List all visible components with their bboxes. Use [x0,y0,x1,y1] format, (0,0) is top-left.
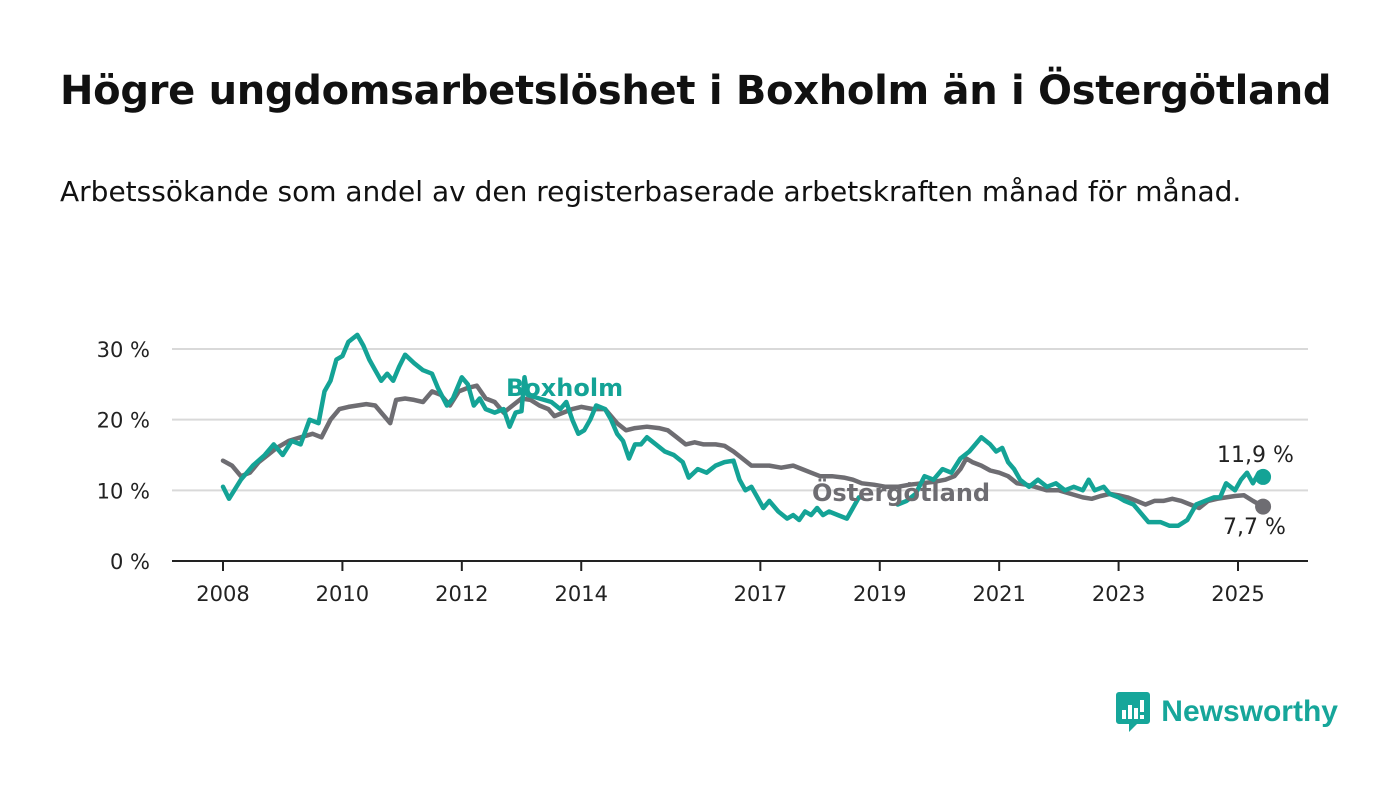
chart-title: Högre ungdomsarbetslöshet i Boxholm än i… [60,68,1332,114]
x-axis: 2008 2010 2012 2014 2017 2019 2021 2023 2025 [172,560,1308,606]
end-marker-boxholm [1255,468,1272,485]
gridlines [172,348,1308,492]
brand-logo: Newsworthy [1115,688,1338,736]
series-line-ostergotland [220,383,1266,511]
end-label-boxholm: 11,9 % [1217,443,1294,468]
brand-name: Newsworthy [1161,695,1338,728]
x-tick-label: 2023 [1092,582,1145,606]
series-labels: Boxholm Östergötland 11,9 % 7,7 % [506,374,1294,540]
x-tick-label: 2010 [316,582,369,606]
series-label-ostergotland: Östergötland [812,477,990,507]
end-marker-ostergotland [1255,498,1272,515]
x-tick-label: 2021 [972,582,1025,606]
x-tick-label: 2008 [196,582,249,606]
series-label-boxholm: Boxholm [506,374,623,402]
x-tick-label: 2012 [435,582,488,606]
y-tick-label: 20 % [97,409,150,433]
x-tick-label: 2019 [853,582,906,606]
series-line-boxholm [220,332,865,523]
x-tick-label: 2025 [1211,582,1264,606]
series-lines [220,332,1272,528]
chart-subtitle: Arbetssökande som andel av den registerb… [60,175,1242,208]
newsworthy-logo-icon [1116,692,1151,732]
end-label-ostergotland: 7,7 % [1223,515,1286,540]
x-tick-label: 2017 [734,582,787,606]
y-tick-label: 10 % [97,479,150,503]
y-axis: 0 % 10 % 20 % 30 % [97,338,150,574]
y-tick-label: 0 % [110,550,150,574]
y-tick-label: 30 % [97,338,150,362]
x-tick-label: 2014 [555,582,608,606]
series-line-boxholm [895,435,1266,528]
